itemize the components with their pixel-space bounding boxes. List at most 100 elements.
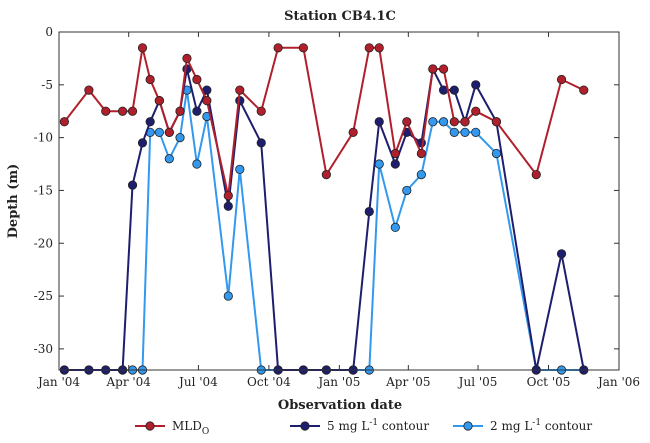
legend-item: 2 mg L-1 contour [453,418,592,433]
data-point [84,85,94,95]
data-point [256,138,266,148]
data-point [556,74,567,85]
data-point [364,43,374,53]
legend: MLDO 5 mg L-1 contour 2 mg L-1 contour [135,418,592,437]
data-point [235,85,245,95]
data-point [348,127,358,137]
data-point [428,117,438,127]
data-point [202,96,212,106]
data-point [491,148,502,159]
data-point [428,64,438,74]
data-point [416,169,426,180]
plot-frame [58,31,620,371]
y-tick-label: -25 [34,289,53,303]
data-point [137,138,148,148]
data-point [416,148,426,159]
data-point [154,127,164,137]
y-axis-title: Depth (m) [6,164,21,239]
data-point [101,106,111,116]
y-tick-label: 0 [45,25,53,39]
legend-name: MLD [172,419,202,433]
x-tick-label: Apr '04 [105,375,151,389]
data-point [449,127,459,137]
x-tick-label: Jul '05 [457,375,498,389]
data-point [402,117,412,127]
x-tick-label: Jul '04 [177,375,218,389]
data-point [402,185,412,196]
data-point [449,117,459,127]
data-point [235,164,245,174]
data-point [127,180,138,190]
data-point [438,117,449,127]
data-point [223,201,233,211]
y-tick-label: -20 [34,236,53,250]
data-point [471,106,481,116]
data-point [556,249,567,259]
y-tick-label: -5 [41,78,53,92]
data-point [182,53,192,64]
data-point [491,117,502,127]
series-line [63,46,585,197]
data-point [223,291,233,301]
data-point [59,117,69,127]
axes-layer: 0 -5 -10 -15 -20 -25 -30 Jan '04 Apr '04 Jul '04 O… [34,25,640,389]
legend-label: MLDO [172,419,209,437]
x-tick-label: Jan '04 [36,375,80,389]
legend-name-suffix: contour [541,419,592,433]
data-point [531,169,541,180]
legend-name-superscript: -1 [532,418,541,428]
data-point [390,222,400,233]
data-point [137,43,148,53]
data-point [374,159,384,169]
x-tick-label: Apr '05 [385,375,430,389]
data-point [164,154,174,164]
series-line [64,89,584,371]
data-point [127,106,138,116]
y-tick-label: -30 [34,342,53,356]
data-point [192,159,202,169]
legend-name-subscript: O [202,427,209,437]
data-point [175,133,185,143]
data-point [256,106,266,116]
data-point [438,64,449,74]
legend-name-superscript: -1 [369,418,378,428]
chart-title: Station CB4.1C [284,9,396,24]
legend-item: MLDO [135,419,209,437]
data-point [390,159,400,169]
data-point [298,43,308,53]
legend-label: 5 mg L-1 contour [327,418,429,433]
data-point [364,206,374,217]
data-point [192,106,202,116]
data-point [117,106,128,116]
legend-swatch-marker [463,421,473,431]
series-layer [59,43,589,375]
series-0 [59,43,589,201]
legend-swatch-marker [300,421,310,431]
x-tick-label: Oct '04 [247,375,291,389]
data-point [192,74,202,85]
x-axis-title: Observation date [278,398,402,413]
data-point [374,117,384,127]
data-point [223,191,233,201]
legend-swatch-marker [145,421,155,431]
data-point [273,43,283,53]
data-point [579,85,589,95]
x-tick-label: Jan '06 [596,375,640,389]
data-point [164,127,174,137]
y-tick-label: -15 [34,183,53,197]
data-point [390,148,400,159]
data-point [145,117,155,127]
series-line [64,68,585,371]
data-point [471,127,481,137]
y-tick-label: -10 [34,131,53,145]
data-point [460,127,470,137]
data-point [374,43,384,53]
legend-name: 2 mg L [490,419,532,433]
data-point [175,106,185,116]
data-point [154,96,164,106]
series-2 [59,85,589,375]
x-tick-label: Jan '05 [316,375,360,389]
legend-label: 2 mg L-1 contour [490,418,592,433]
legend-item: 5 mg L-1 contour [290,418,429,433]
